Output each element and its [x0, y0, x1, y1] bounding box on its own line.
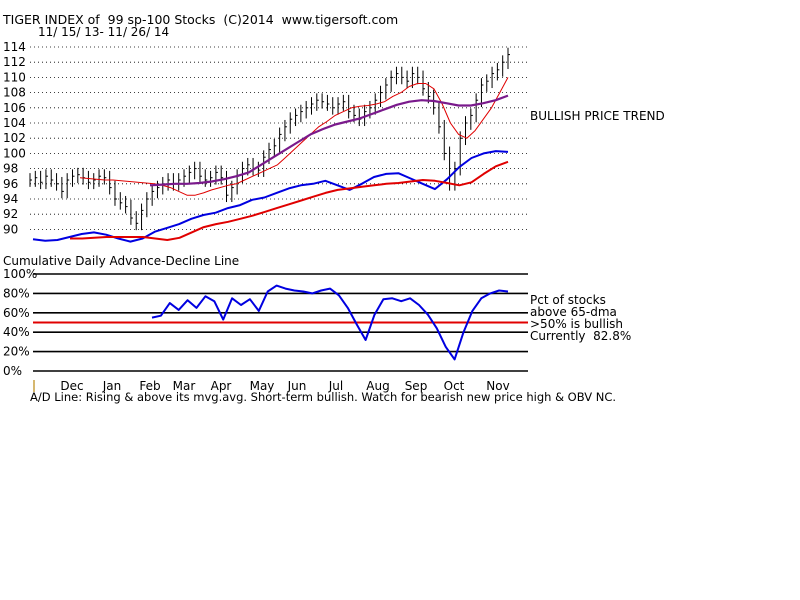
x-tick-label: Jul — [328, 379, 343, 393]
upper-y-tick-label: 114 — [3, 40, 26, 54]
upper-y-tick-label: 98 — [3, 162, 18, 176]
chart-title: TIGER INDEX of 99 sp-100 Stocks (C)2014 … — [3, 12, 399, 27]
pct-legend-line-4: Currently 82.8% — [530, 329, 632, 343]
x-tick-label: May — [250, 379, 275, 393]
pct-legend-line-3: >50% is bullish — [530, 317, 624, 331]
ad-line-label: Cumulative Daily Advance-Decline Line — [3, 254, 240, 268]
lower-panel-series — [151, 284, 509, 361]
x-axis-month-labels: Dec Jan Feb Mar Apr May Jun Jul Aug Sep Oct Nov — [33, 379, 510, 393]
x-tick-label: Jun — [287, 379, 307, 393]
upper-y-tick-label: 96 — [3, 177, 18, 191]
lower-y-tick-label: 60% — [3, 306, 30, 320]
short-ma-line — [79, 77, 509, 196]
upper-y-tick-label: 112 — [3, 55, 26, 69]
long-ma-line — [149, 94, 509, 187]
upper-y-tick-label: 94 — [3, 192, 18, 206]
x-tick-label: Feb — [139, 379, 160, 393]
ad-ma-line — [70, 160, 509, 241]
bottom-note: A/D Line: Rising & above its mvg.avg. Sh… — [30, 390, 617, 404]
x-tick-label: Jan — [102, 379, 122, 393]
upper-y-tick-label: 106 — [3, 101, 26, 115]
x-tick-label: Sep — [405, 379, 428, 393]
lower-y-tick-label: 40% — [3, 325, 30, 339]
lower-y-axis-ticks: 100% 80% 60% 40% 20% 0% — [3, 267, 37, 378]
date-range: 11/ 15/ 13- 11/ 26/ 14 — [38, 25, 170, 39]
lower-y-tick-label: 100% — [3, 267, 37, 281]
upper-y-tick-label: 110 — [3, 70, 26, 84]
x-tick-label: Aug — [366, 379, 389, 393]
trend-label: BULLISH PRICE TREND — [530, 109, 665, 123]
lower-y-tick-label: 0% — [3, 364, 22, 378]
x-tick-label: Nov — [486, 379, 509, 393]
pct-above-65dma-line — [151, 284, 509, 361]
upper-y-tick-label: 104 — [3, 116, 26, 130]
x-tick-label: Mar — [173, 379, 196, 393]
x-tick-label: Apr — [211, 379, 232, 393]
x-tick-label: Dec — [60, 379, 83, 393]
lower-y-tick-label: 80% — [3, 286, 30, 300]
upper-y-tick-label: 102 — [3, 131, 26, 145]
ad-line — [32, 150, 509, 243]
pct-legend-line-2: above 65-dma — [530, 305, 617, 319]
lower-panel-grid — [33, 273, 528, 372]
upper-panel-series — [29, 47, 510, 243]
upper-y-tick-label: 90 — [3, 222, 18, 236]
pct-legend-line-1: Pct of stocks — [530, 293, 606, 307]
upper-y-tick-label: 100 — [3, 146, 26, 160]
lower-y-tick-label: 20% — [3, 345, 30, 359]
upper-y-tick-label: 108 — [3, 86, 26, 100]
upper-y-tick-label: 92 — [3, 207, 18, 221]
x-tick-label: Oct — [444, 379, 465, 393]
